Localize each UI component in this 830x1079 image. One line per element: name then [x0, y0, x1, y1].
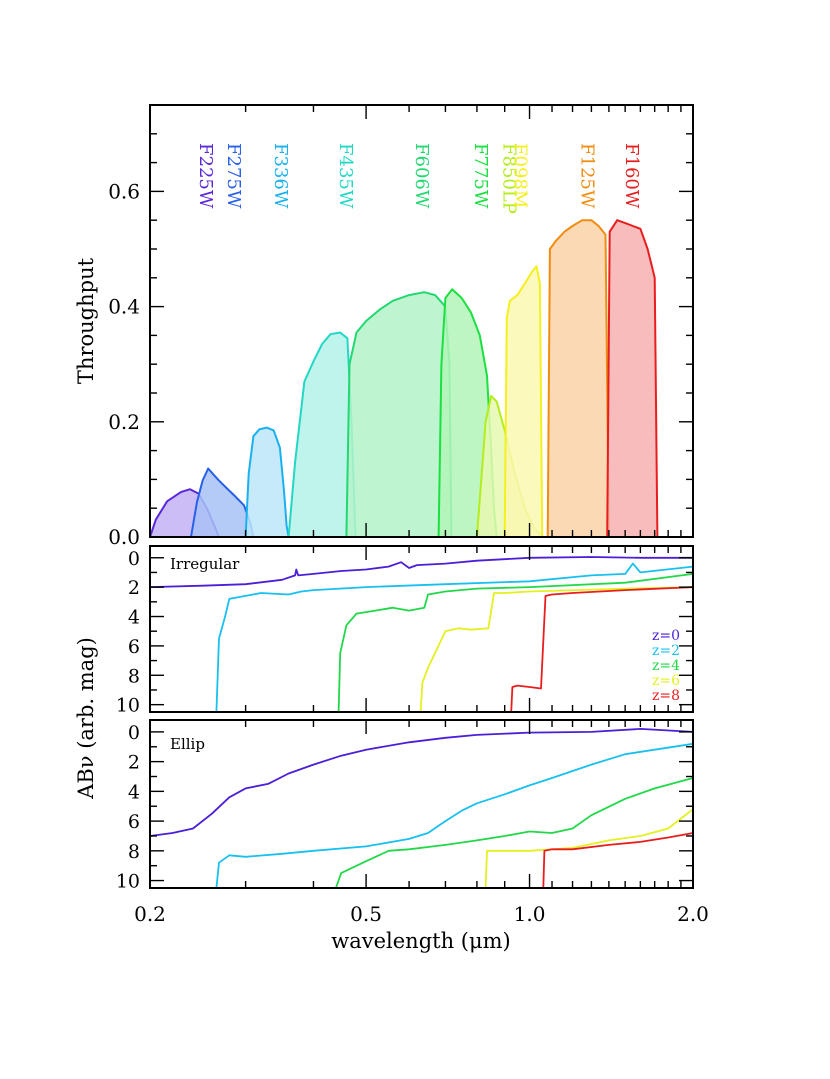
legend-z-4: z=4 — [652, 658, 680, 674]
throughput-series — [149, 219, 659, 538]
irregular-panel: 0 2 4 6 8 10 Irregular z=0z=2z=4z=6z=8 — [116, 545, 694, 717]
x-tick-label: 2.0 — [677, 902, 709, 926]
redshift-legend: z=0z=2z=4z=6z=8 — [652, 628, 680, 704]
irregular-y-tick-label: 8 — [128, 665, 140, 687]
legend-z-0: z=0 — [652, 628, 680, 644]
filter-label-f125w: F125W — [577, 143, 598, 209]
irregular-sed-z-2 — [215, 562, 694, 713]
irregular-sed-z-4 — [337, 573, 694, 713]
ellip-y-tick-label: 4 — [128, 781, 140, 803]
x-tick-label: 0.5 — [350, 902, 382, 926]
filter-label-f775w: F775W — [470, 143, 491, 209]
irregular-sed-z-0 — [149, 556, 693, 588]
irregular-y-tick-labels: 0 2 4 6 8 10 — [116, 548, 140, 717]
irregular-sed-z-8 — [510, 586, 694, 713]
ellip-sed-z-4 — [335, 777, 694, 889]
throughput-curve-f125w — [546, 219, 610, 538]
ellip-panel-label: Ellip — [170, 735, 205, 753]
throughput-y-tick-label: 0.6 — [108, 179, 140, 203]
x-tick-label: 0.2 — [134, 902, 166, 926]
ellip-y-tick-label: 2 — [128, 752, 140, 774]
throughput-axis-label: Throughput — [74, 257, 98, 384]
throughput-panel: F225W F275W F336W F435W F606W F775W F850LPF098… — [74, 104, 694, 549]
irregular-series — [149, 556, 694, 713]
irregular-y-tick-label: 10 — [116, 695, 140, 717]
ellip-y-tick-label: 0 — [128, 722, 140, 744]
filter-label-f160w: F160W — [621, 143, 642, 209]
throughput-curve-f606w — [345, 291, 453, 538]
throughput-y-tick-label: 0.2 — [108, 410, 140, 434]
filter-label-f606w: F606W — [411, 143, 432, 209]
filter-label-f275w: F275W — [223, 143, 244, 209]
filter-label-f435w: F435W — [335, 143, 356, 209]
ellip-y-tick-label: 10 — [116, 871, 140, 893]
irregular-panel-label: Irregular — [170, 555, 240, 573]
ellip-sed-z-6 — [484, 808, 694, 889]
filter-label-f225w: F225W — [195, 143, 216, 209]
ellip-y-tick-label: 8 — [128, 841, 140, 863]
filter-label-f098m: F098M — [509, 143, 530, 208]
legend-z-8: z=8 — [652, 688, 680, 704]
throughput-curve-f098m — [503, 265, 544, 538]
filter-label-f336w: F336W — [270, 143, 291, 209]
irregular-y-tick-label: 4 — [128, 607, 140, 629]
irregular-y-tick-label: 0 — [128, 548, 140, 570]
ellip-sed-z-2 — [215, 742, 694, 889]
x-axis-label: wavelength (μm) — [331, 929, 510, 953]
legend-z-6: z=6 — [652, 673, 680, 689]
irregular-y-tick-label: 6 — [128, 636, 140, 658]
shared-ab-axis-label: ABν (arb. mag) — [74, 637, 98, 800]
legend-z-2: z=2 — [652, 643, 680, 659]
ellip-y-tick-labels: 0 2 4 6 8 10 — [116, 722, 140, 893]
filter-label-f850lp: F850LP — [499, 143, 520, 214]
filter-labels: F225W F275W F336W F435W F606W F775W F850LPF098… — [195, 143, 642, 214]
throughput-y-tick-label: 0.0 — [108, 525, 140, 549]
throughput-y-tick-label: 0.4 — [108, 295, 140, 319]
throughput-y-tick-labels: 0.0 0.2 0.4 0.6 — [108, 179, 140, 549]
ellip-frame — [149, 719, 694, 889]
ellip-y-tick-label: 6 — [128, 811, 140, 833]
irregular-sed-z-6 — [419, 586, 694, 713]
throughput-curve-f160w — [606, 219, 659, 538]
x-tick-labels: 0.2 0.5 1.0 2.0 — [134, 902, 709, 926]
ellip-sed-z-0 — [149, 728, 694, 837]
irregular-y-tick-label: 2 — [128, 577, 140, 599]
irregular-frame — [149, 545, 694, 713]
throughput-curve-f336w — [244, 426, 290, 538]
ellip-panel: 0 2 4 6 8 10 Ellip — [116, 719, 694, 893]
throughput-frame — [149, 104, 694, 538]
ellip-series — [149, 728, 694, 889]
ellip-sed-z-8 — [542, 832, 694, 889]
x-tick-label: 1.0 — [514, 902, 546, 926]
